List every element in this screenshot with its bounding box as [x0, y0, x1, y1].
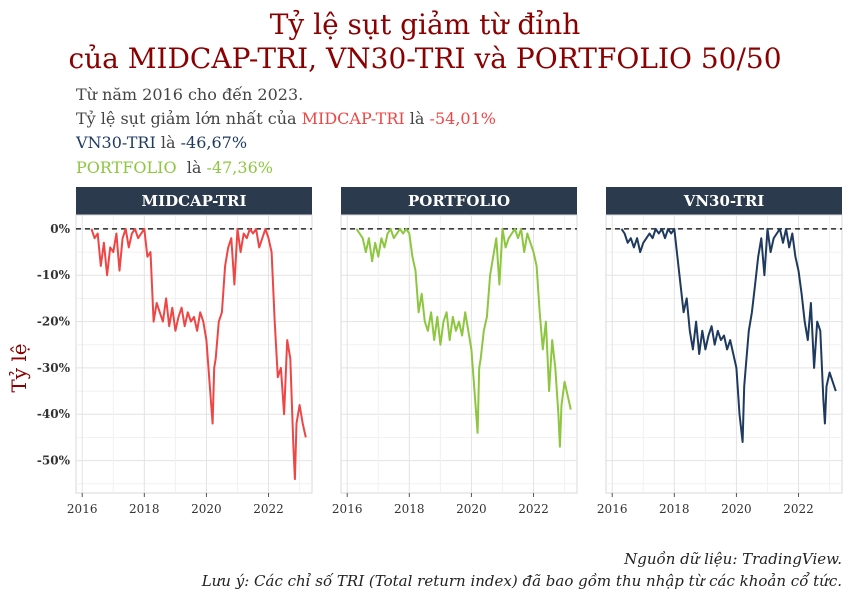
subtitle-midcap: Tỷ lệ sụt giảm lớn nhất của MIDCAP-TRI l… [76, 108, 496, 130]
subtitle-portfolio-mid: là [176, 158, 207, 177]
subtitle-vn30-value: -46,67% [180, 133, 248, 152]
series-line-vn30-tri [620, 227, 837, 443]
x-tick-label: 2020 [721, 502, 752, 516]
chart-title-line2: của MIDCAP-TRI, VN30-TRI và PORTFOLIO 50… [68, 42, 782, 75]
x-tick-label: 2018 [394, 502, 425, 516]
panel-strip [606, 187, 842, 215]
subtitle-midcap-mid: là [404, 109, 430, 128]
panel-strip-label: PORTFOLIO [408, 192, 510, 210]
panel-strip [76, 187, 312, 215]
series-line-midcap-tri [90, 227, 307, 481]
subtitle-portfolio: PORTFOLIO là -47,36% [76, 157, 273, 179]
x-tick-label: 2018 [129, 502, 160, 516]
panel-strip-label: VN30-TRI [683, 192, 765, 210]
subtitle-vn30-mid: là [155, 133, 181, 152]
subtitle-portfolio-name: PORTFOLIO [76, 158, 177, 177]
panel-strip [341, 187, 577, 215]
panel-frame [605, 214, 843, 494]
x-tick-label: 2020 [191, 502, 222, 516]
caption-source: Nguồn dữ liệu: TradingView. [624, 550, 842, 568]
subtitle-midcap-prefix: Tỷ lệ sụt giảm lớn nhất của [76, 109, 302, 128]
subtitle-vn30-name: VN30-TRI [76, 133, 156, 152]
series-line-portfolio [355, 227, 572, 448]
x-tick-label: 2022 [783, 502, 814, 516]
subtitle-midcap-value: -54,01% [429, 109, 496, 128]
y-tick-label: -30% [37, 361, 71, 375]
subtitle-period: Từ năm 2016 cho đến 2023. [76, 85, 304, 104]
y-tick-label: -10% [37, 268, 71, 282]
subtitle-portfolio-value: -47,36% [206, 158, 273, 177]
x-tick-label: 2022 [253, 502, 284, 516]
y-tick-label: -40% [37, 407, 71, 421]
panel-frame [340, 214, 578, 494]
x-tick-label: 2018 [659, 502, 690, 516]
x-tick-label: 2022 [518, 502, 549, 516]
subtitle-midcap-name: MIDCAP-TRI [301, 109, 405, 128]
y-tick-label: -50% [37, 454, 71, 468]
y-axis-title: Tỷ lệ [7, 343, 31, 392]
y-tick-label: -20% [37, 315, 71, 329]
x-tick-label: 2016 [332, 502, 363, 516]
x-tick-label: 2020 [456, 502, 487, 516]
chart-title-line1: Tỷ lệ sụt giảm từ đỉnh [269, 8, 581, 41]
panel-strip-label: MIDCAP-TRI [141, 192, 246, 210]
x-tick-label: 2016 [597, 502, 628, 516]
y-tick-label: 0% [50, 222, 70, 236]
x-tick-label: 2016 [67, 502, 98, 516]
subtitle-vn30: VN30-TRI là -46,67% [76, 132, 247, 154]
caption-note: Lưu ý: Các chỉ số TRI (Total return inde… [201, 572, 842, 590]
